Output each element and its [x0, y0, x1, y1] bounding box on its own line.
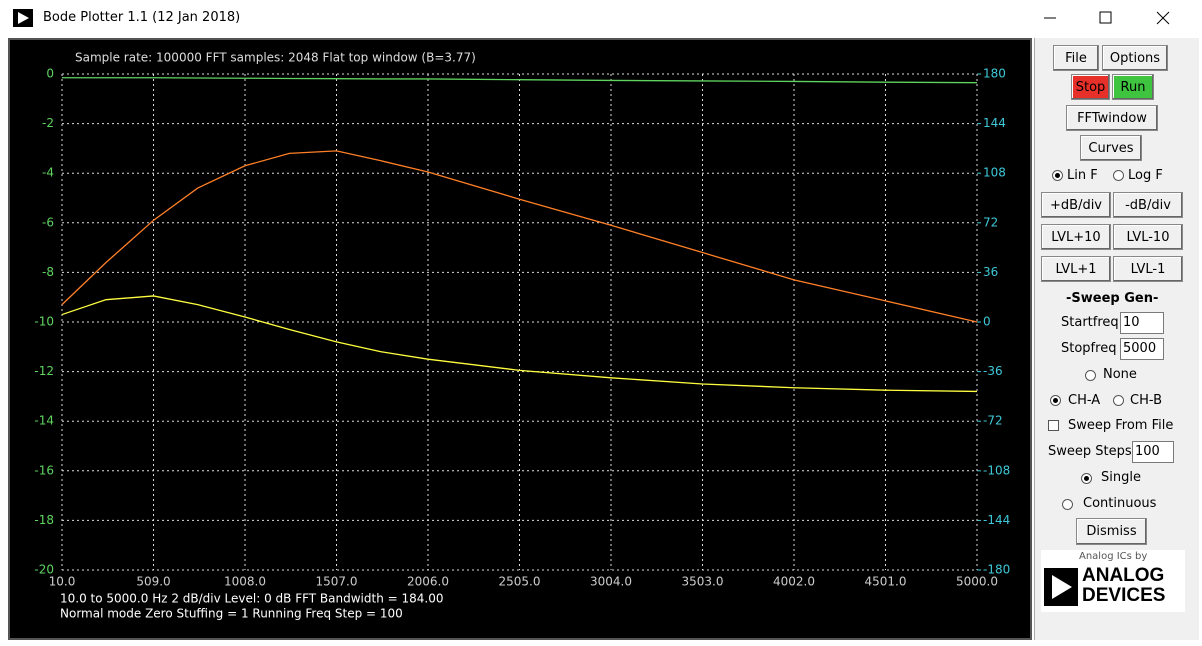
- y2-tick-label: -108: [983, 463, 1010, 477]
- radio[interactable]: [1062, 499, 1073, 510]
- y2-tick-label: -144: [983, 513, 1010, 527]
- y-tick-label: -8: [42, 265, 54, 279]
- y-tick-label: -20: [34, 563, 54, 577]
- window-title: Bode Plotter 1.1 (12 Jan 2018): [43, 10, 241, 25]
- app-icon: [13, 9, 33, 27]
- radio-label[interactable]: Log F: [1128, 168, 1163, 183]
- radio-label[interactable]: CH-A: [1068, 393, 1101, 408]
- file-button[interactable]: File: [1053, 45, 1099, 71]
- radio[interactable]: [1113, 395, 1124, 406]
- radio-label[interactable]: Continuous: [1083, 496, 1157, 511]
- y-tick-label: -12: [34, 364, 54, 378]
- y2-tick-label: 36: [983, 265, 998, 279]
- x-tick-label: 2006.0: [407, 575, 449, 589]
- logo-caption: Analog ICs by: [1079, 551, 1148, 562]
- db-up-button[interactable]: +dB/div: [1041, 192, 1111, 218]
- radio[interactable]: [1113, 170, 1124, 181]
- x-tick-label: 3503.0: [682, 575, 724, 589]
- logo-text: DEVICES: [1082, 585, 1166, 606]
- y2-tick-label: 72: [983, 215, 998, 229]
- checkbox[interactable]: [1048, 420, 1059, 431]
- radio-label[interactable]: Lin F: [1067, 168, 1098, 183]
- logo-mark: [1044, 568, 1078, 606]
- x-tick-label: 1507.0: [316, 575, 358, 589]
- stop-button[interactable]: Stop: [1071, 74, 1110, 100]
- y2-tick-label: 180: [983, 67, 1006, 81]
- plot: Sample rate: 100000 FFT samples: 2048 Fl…: [10, 40, 1030, 638]
- y2-tick-label: -72: [983, 414, 1003, 428]
- lvl-up1-button[interactable]: LVL+1: [1041, 256, 1111, 282]
- checkbox-label[interactable]: Sweep From File: [1068, 418, 1174, 433]
- curves-button[interactable]: Curves: [1080, 135, 1142, 161]
- x-tick-label: 1008.0: [224, 575, 266, 589]
- field-label: Sweep Steps: [1048, 444, 1132, 459]
- sweep-steps-input[interactable]: 100: [1132, 441, 1174, 463]
- curve: [62, 77, 978, 84]
- dismiss-button[interactable]: Dismiss: [1076, 518, 1147, 545]
- y2-tick-label: -36: [983, 364, 1003, 378]
- lvl-down1-button[interactable]: LVL-1: [1113, 256, 1183, 282]
- stopfreq-input[interactable]: 5000: [1120, 338, 1164, 360]
- x-tick-label: 5000.0: [956, 575, 998, 589]
- db-down-button[interactable]: -dB/div: [1113, 192, 1183, 218]
- x-tick-label: 10.0: [49, 575, 76, 589]
- radio[interactable]: [1081, 473, 1092, 484]
- y-tick-label: -6: [42, 215, 54, 229]
- field-label: Startfreq: [1061, 315, 1119, 330]
- x-tick-label: 4002.0: [773, 575, 815, 589]
- logo: Analog ICs by ANALOG DEVICES: [1041, 550, 1185, 612]
- plot-footer: Normal mode Zero Stuffing = 1 Running Fr…: [60, 607, 403, 621]
- y-tick-label: -10: [34, 315, 54, 329]
- lvl-up10-button[interactable]: LVL+10: [1041, 224, 1111, 250]
- startfreq-input[interactable]: 10: [1120, 312, 1164, 334]
- logo-text: ANALOG: [1082, 565, 1165, 586]
- sidebar: File Options Stop Run FFTwindow Curves L…: [1034, 38, 1199, 640]
- field-label: Stopfreq: [1061, 341, 1117, 356]
- radio-label[interactable]: None: [1103, 367, 1137, 382]
- fftwindow-button[interactable]: FFTwindow: [1066, 105, 1158, 131]
- window-controls[interactable]: [1040, 8, 1180, 28]
- y-tick-label: -2: [42, 116, 54, 130]
- x-tick-label: 3004.0: [590, 575, 632, 589]
- y-tick-label: -14: [34, 414, 54, 428]
- curve: [61, 295, 978, 393]
- options-button[interactable]: Options: [1102, 45, 1168, 71]
- title-bar: Bode Plotter 1.1 (12 Jan 2018): [0, 0, 1202, 36]
- x-tick-label: 4501.0: [865, 575, 907, 589]
- x-tick-label: 2505.0: [499, 575, 541, 589]
- radio[interactable]: [1052, 170, 1063, 181]
- section-title: -Sweep Gen-: [1066, 291, 1159, 306]
- y2-tick-label: 108: [983, 166, 1006, 180]
- radio[interactable]: [1085, 370, 1096, 381]
- radio-label[interactable]: Single: [1101, 470, 1141, 485]
- y2-tick-label: -180: [983, 563, 1010, 577]
- y2-tick-label: 144: [983, 116, 1006, 130]
- plot-footer: 10.0 to 5000.0 Hz 2 dB/div Level: 0 dB F…: [60, 592, 443, 606]
- plot-header: Sample rate: 100000 FFT samples: 2048 Fl…: [75, 51, 476, 65]
- curve: [61, 150, 978, 323]
- radio-label[interactable]: CH-B: [1130, 393, 1162, 408]
- y-tick-label: -18: [34, 513, 54, 527]
- lvl-down10-button[interactable]: LVL-10: [1113, 224, 1183, 250]
- run-button[interactable]: Run: [1112, 74, 1154, 100]
- x-tick-label: 509.0: [136, 575, 170, 589]
- y2-tick-label: 0: [983, 315, 991, 329]
- y-tick-label: 0: [46, 67, 54, 81]
- y-tick-label: -4: [42, 166, 54, 180]
- radio[interactable]: [1050, 395, 1061, 406]
- y-tick-label: -16: [34, 463, 54, 477]
